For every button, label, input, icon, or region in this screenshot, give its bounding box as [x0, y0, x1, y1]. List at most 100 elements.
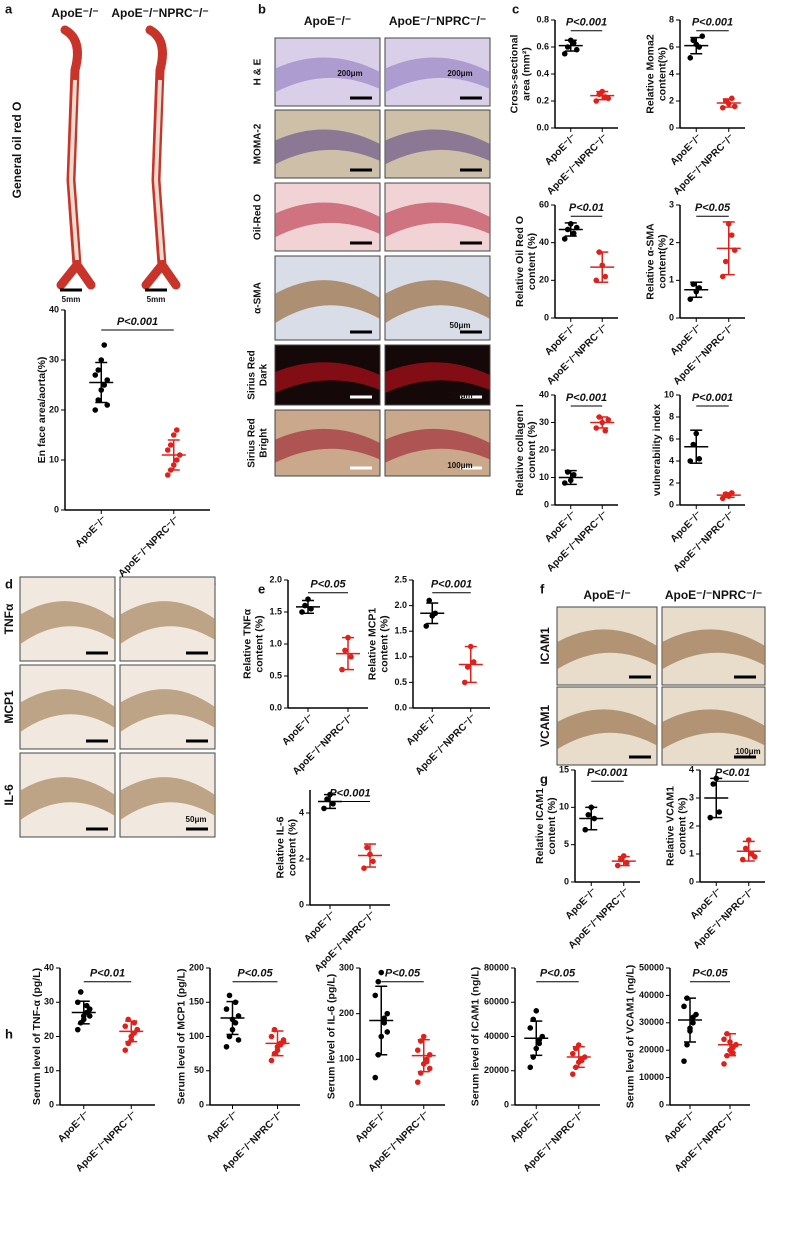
label: 300 — [339, 962, 354, 972]
label: VCAM1 — [538, 705, 552, 747]
data-point — [570, 40, 577, 46]
label: 40 — [49, 304, 59, 314]
label: 40000 — [484, 1031, 509, 1041]
aorta-wall — [68, 79, 79, 261]
label: 100μm — [735, 747, 760, 756]
label: 60000 — [484, 997, 509, 1007]
tissue — [275, 202, 380, 238]
label: ApoE⁻/⁻NPRC⁻/⁻ — [567, 886, 632, 951]
label: ApoE⁻/⁻NPRC⁻/⁻ — [111, 6, 208, 20]
label: Serum level of TNF-α (pg/L) — [31, 968, 43, 1105]
label: P<0.001 — [566, 392, 607, 404]
label: 30 — [44, 997, 54, 1007]
label: 1.5 — [269, 606, 282, 616]
data-point — [585, 812, 592, 818]
label: 40 — [539, 389, 549, 399]
label: Relative TNFα — [241, 608, 253, 679]
label: TNFα — [2, 603, 16, 634]
label: 0.0 — [536, 122, 549, 132]
label: Relative IL-6 — [274, 816, 286, 878]
label: ApoE⁻/⁻NPRC⁻/⁻ — [117, 514, 182, 579]
label: content (%) — [546, 797, 558, 854]
label: content (%) — [253, 615, 265, 672]
label: ApoE⁻/⁻ — [354, 1109, 390, 1145]
aorta-wall — [153, 79, 164, 261]
label: content (%) — [526, 421, 538, 478]
label: 0 — [659, 1099, 664, 1109]
label: 50μm — [450, 321, 471, 330]
data-point — [375, 978, 382, 985]
label: Sirius Red — [247, 418, 258, 467]
label: 6 — [669, 433, 674, 443]
data-point — [95, 367, 102, 373]
data-point — [602, 273, 609, 280]
data-point — [104, 377, 111, 383]
label: 0 — [199, 1099, 204, 1109]
data-point — [578, 1057, 585, 1064]
data-point — [86, 1013, 93, 1019]
data-point — [164, 472, 171, 478]
data-point — [570, 471, 577, 478]
data-point — [324, 796, 330, 802]
data-point — [330, 801, 336, 807]
label: P<0.001 — [329, 787, 370, 799]
label: P<0.01 — [715, 767, 750, 779]
label: 200 — [339, 1008, 354, 1018]
data-point — [533, 1008, 540, 1014]
label: 0.8 — [536, 14, 549, 24]
label: 0.5 — [394, 677, 407, 687]
label: Serum level of MCP1 (pg/L) — [175, 969, 187, 1105]
tissue — [275, 280, 380, 324]
tissue — [275, 57, 380, 93]
label: 2 — [689, 820, 694, 830]
label: P<0.05 — [310, 579, 346, 591]
data-point — [74, 999, 81, 1006]
tissue — [385, 129, 490, 165]
label: 10 — [664, 389, 674, 399]
tissue — [385, 57, 490, 93]
label: 1 — [669, 275, 674, 285]
label: Relative Moma2 — [644, 34, 656, 114]
panel-letter: e — [258, 581, 265, 596]
label: 0.6 — [536, 41, 549, 51]
data-point — [426, 597, 433, 604]
label: ApoE⁻/⁻ — [74, 514, 110, 550]
data-point — [414, 1079, 421, 1085]
data-point — [83, 1002, 90, 1009]
label: 1.5 — [394, 626, 407, 636]
label: 2 — [299, 853, 304, 863]
label: 2 — [669, 237, 674, 247]
label: 0 — [564, 876, 569, 886]
label: Cross-sectional — [508, 35, 520, 114]
label: 0 — [349, 1099, 354, 1109]
tissue — [557, 629, 657, 670]
data-point — [690, 1020, 696, 1026]
data-point — [730, 1050, 736, 1056]
label: 0.0 — [269, 702, 282, 712]
data-point — [690, 37, 697, 44]
label: 0 — [504, 1099, 509, 1109]
label: ApoE⁻/⁻NPRC⁻/⁻ — [389, 14, 486, 28]
data-point — [690, 1014, 696, 1021]
label: 8 — [669, 14, 674, 24]
data-point — [423, 623, 430, 629]
label: 2.5 — [394, 574, 407, 584]
label: 200μm — [447, 69, 472, 78]
label: 100 — [189, 1031, 204, 1041]
data-point — [527, 1064, 534, 1071]
label: P<0.001 — [566, 17, 607, 29]
label: Relative VCAM1 — [664, 786, 676, 866]
data-point — [687, 458, 694, 464]
label: H & E — [253, 58, 264, 85]
label: Serum level of VCAM1 (ng/L) — [624, 965, 636, 1109]
label: ApoE⁻/⁻NPRC⁻/⁻ — [692, 886, 757, 951]
label: P<0.05 — [692, 968, 728, 980]
data-point — [342, 647, 348, 654]
data-point — [167, 442, 174, 448]
data-point — [470, 659, 477, 665]
label: 20 — [539, 275, 549, 285]
label: Sirius Red — [247, 350, 258, 399]
panel-letter: g — [540, 771, 548, 786]
label: ApoE⁻/⁻ — [583, 588, 630, 602]
